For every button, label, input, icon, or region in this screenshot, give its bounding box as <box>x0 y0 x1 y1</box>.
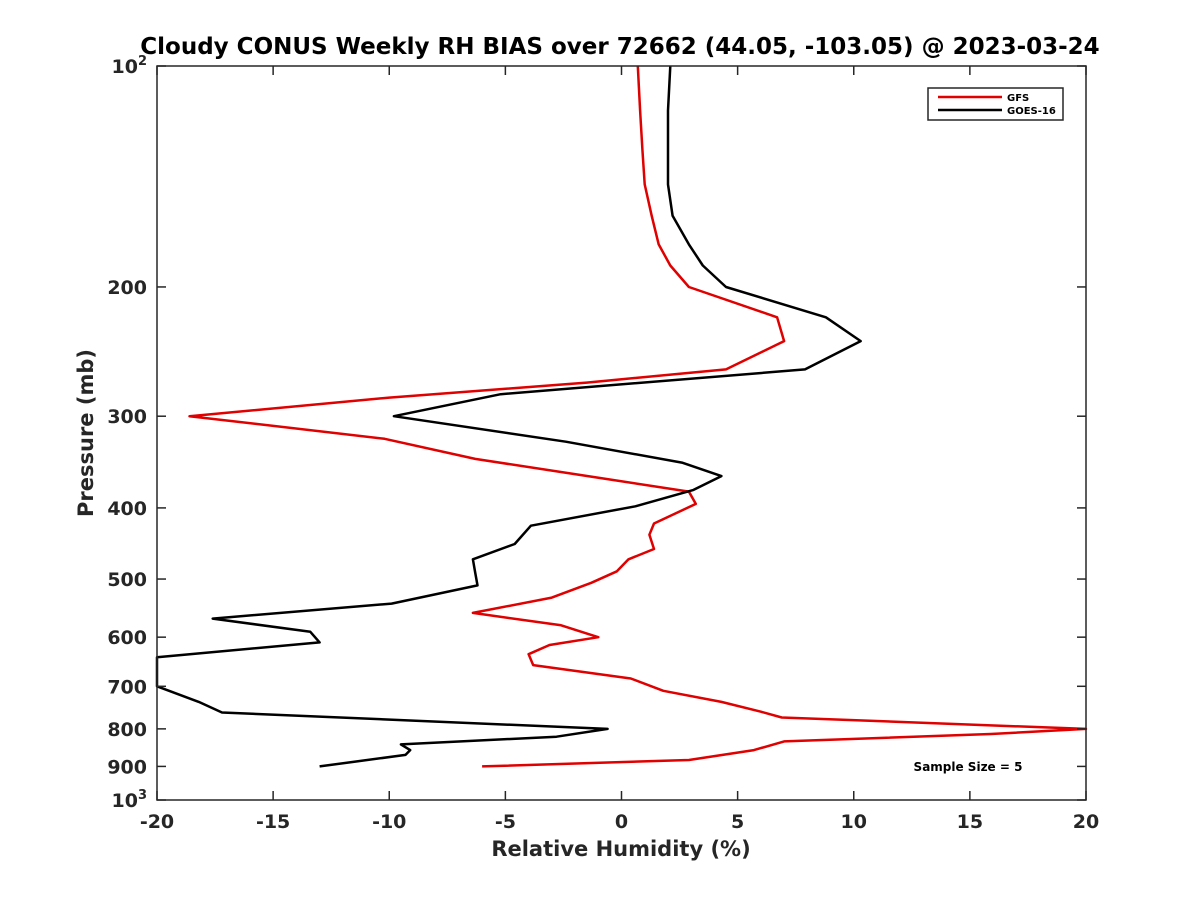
legend-label-gfs: GFS <box>1007 93 1029 104</box>
plot-frame <box>156 65 1087 801</box>
y-axis: 102 200 300 400 500 600 700 800 900 103 <box>107 54 1086 812</box>
legend-box <box>927 87 1064 121</box>
y-tick-label: 300 <box>107 406 147 428</box>
y-tick-label: 800 <box>107 719 147 741</box>
x-tick-label: 15 <box>957 811 983 833</box>
series-line-goes16 <box>155 65 862 768</box>
plot-lines <box>155 65 1088 768</box>
x-tick-label: 0 <box>615 811 628 833</box>
y-tick-label: 102 <box>112 54 148 78</box>
legend: GFS GOES-16 <box>927 87 1064 121</box>
legend-label-goes16: GOES-16 <box>1007 106 1056 117</box>
y-tick-label: 200 <box>107 277 147 299</box>
x-tick-label: 5 <box>731 811 744 833</box>
y-tick-label: 400 <box>107 498 147 520</box>
x-tick-label: -20 <box>140 811 174 833</box>
x-tick-label: 10 <box>841 811 867 833</box>
series-line-gfs <box>188 65 1088 768</box>
y-tick-label: 900 <box>107 756 147 778</box>
y-tick-label: 500 <box>107 569 147 591</box>
x-tick-label: 20 <box>1073 811 1099 833</box>
x-tick-label: -15 <box>256 811 290 833</box>
y-tick-label: 103 <box>112 788 148 812</box>
y-axis-label: Pressure (mb) <box>74 349 98 517</box>
x-axis-label: Relative Humidity (%) <box>491 837 750 861</box>
y-tick-label: 700 <box>107 676 147 698</box>
y-tick-label: 600 <box>107 627 147 649</box>
chart-title: Cloudy CONUS Weekly RH BIAS over 72662 (… <box>140 34 1099 60</box>
x-tick-label: -5 <box>495 811 516 833</box>
x-tick-label: -10 <box>372 811 406 833</box>
x-axis: -20 -15 -10 -5 0 5 10 15 20 <box>140 66 1099 833</box>
sample-size-annotation: Sample Size = 5 <box>914 760 1023 774</box>
